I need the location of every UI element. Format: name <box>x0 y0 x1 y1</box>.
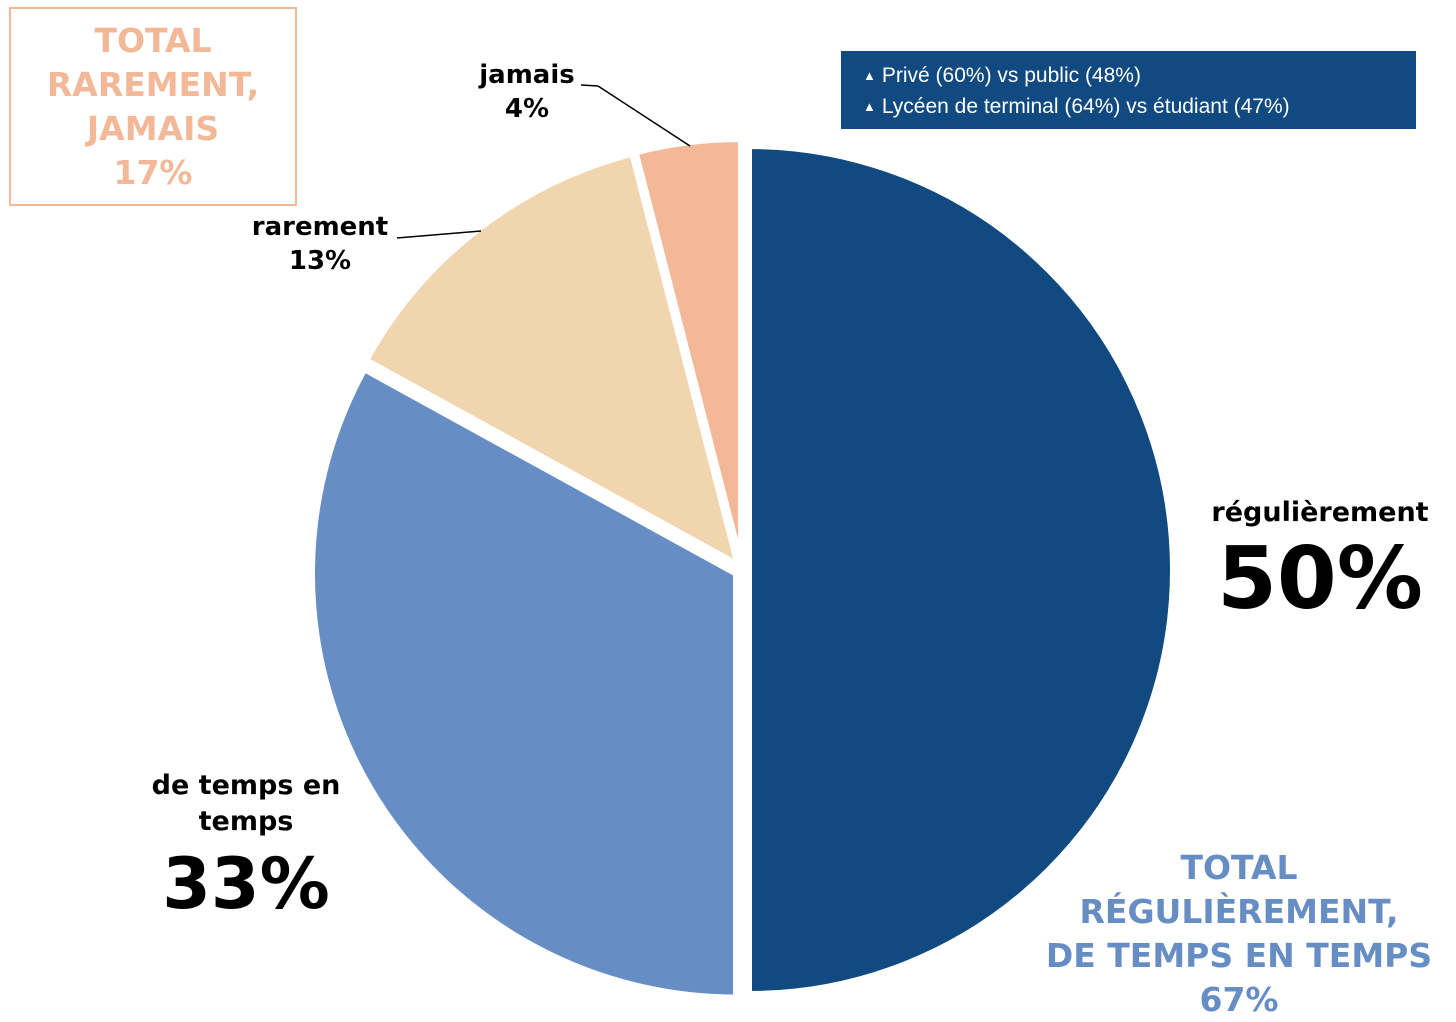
slice-label-name: de temps en temps <box>151 770 341 837</box>
slice-label-rarement: rarement 13% <box>220 210 420 278</box>
slice-label-value: 13% <box>288 246 352 276</box>
leader-line-jamais <box>597 85 691 147</box>
leader-line-rarement <box>396 230 482 239</box>
pie-slice <box>632 136 745 567</box>
slice-label-name: jamais <box>479 60 575 90</box>
note-line: ▲ Lycéen de terminal (64%) vs étudiant (4… <box>863 92 1416 123</box>
slice-label-name: rarement <box>251 212 389 242</box>
pie-slice <box>746 143 1176 997</box>
note-line-text: Privé (60%) vs public (48%) <box>881 64 1141 87</box>
slice-label-value: 50% <box>1217 529 1423 629</box>
total-rarely-never-box: TOTAL RAREMENT, JAMAIS 17% <box>9 7 297 206</box>
note-line: ▲ Privé (60%) vs public (48%) <box>863 61 1416 92</box>
pie-slices <box>309 136 1176 1001</box>
leader-line-jamais <box>580 84 599 87</box>
slice-label-value: 33% <box>162 843 330 925</box>
triangle-up-icon: ▲ <box>863 99 876 114</box>
comparison-note-box: ▲ Privé (60%) vs public (48%) ▲ Lycéen de … <box>841 51 1416 129</box>
triangle-up-icon: ▲ <box>863 68 876 83</box>
slice-label-de-temps-en-temps: de temps en temps 33% <box>130 768 362 928</box>
pie-slice <box>309 366 739 1001</box>
slice-label-value: 4% <box>504 94 550 124</box>
slice-label-regulierement: régulièrement 50% <box>1190 495 1450 627</box>
slice-label-name: régulièrement <box>1211 497 1429 528</box>
total-regularly-sometimes-text: TOTAL RÉGULIÈREMENT, DE TEMPS EN TEMPS 6… <box>1045 848 1433 1019</box>
slice-label-jamais: jamais 4% <box>452 58 602 126</box>
total-rarely-never-text: TOTAL RAREMENT, JAMAIS 17% <box>46 20 260 192</box>
pie-slice <box>363 150 741 568</box>
note-line-text: Lycéen de terminal (64%) vs étudiant (47… <box>881 95 1290 118</box>
